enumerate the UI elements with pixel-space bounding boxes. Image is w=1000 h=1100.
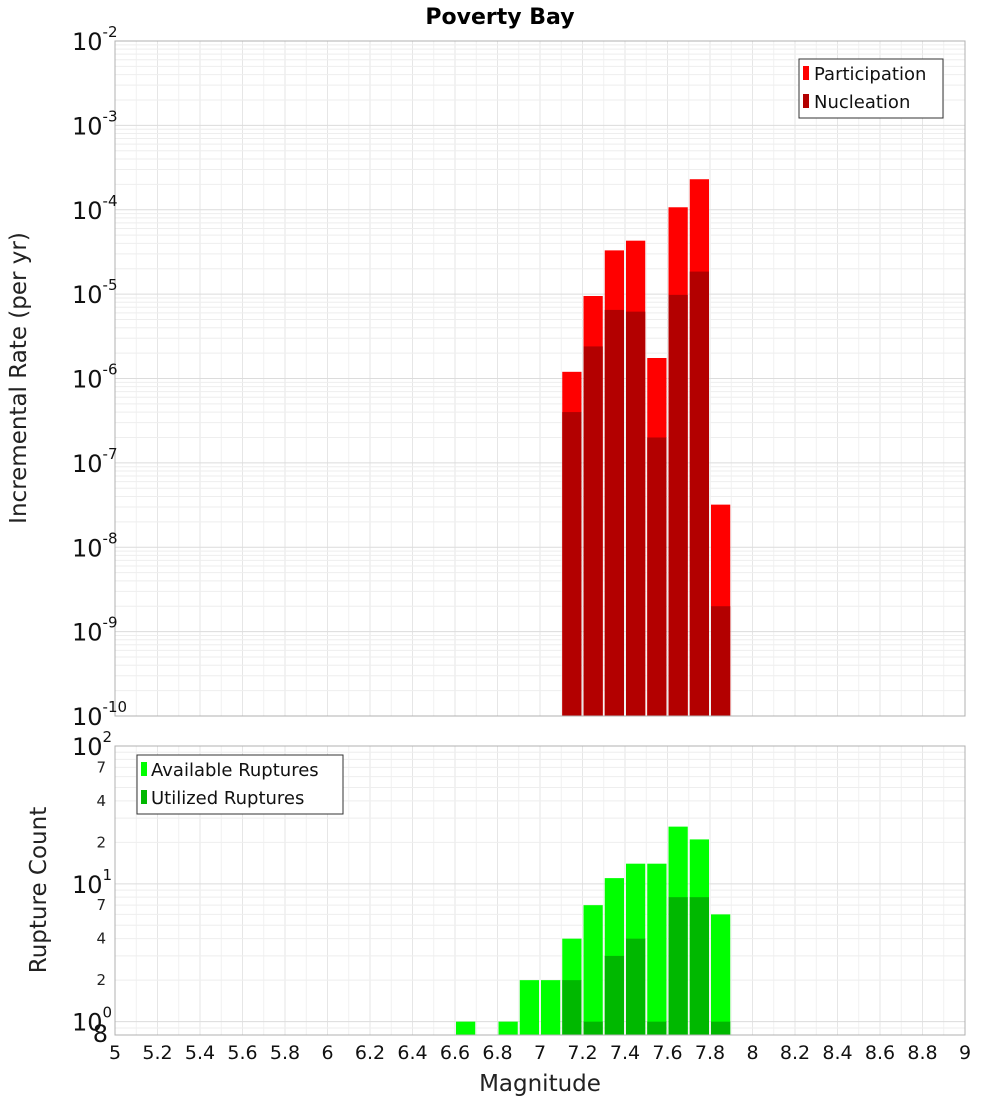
x-tick-label: 5.2 <box>142 1042 172 1064</box>
top-plot-frame <box>114 40 966 717</box>
bottom-y-minor-label: 7 <box>96 896 106 914</box>
bottom-legend-box <box>136 754 344 815</box>
legend-swatch-participation <box>803 66 809 80</box>
bottom-y-tick-label: 101 <box>72 866 112 899</box>
bottom-bars <box>456 826 731 1035</box>
top-bars <box>562 179 731 717</box>
bar-utilized-ruptures <box>647 1021 667 1035</box>
x-tick-label: 8.8 <box>907 1042 937 1064</box>
top-y-tick-label: 10-6 <box>72 361 118 394</box>
bar-utilized-ruptures <box>626 938 646 1035</box>
bar-available-ruptures <box>519 980 539 1035</box>
bar-utilized-ruptures <box>604 955 624 1035</box>
legend-label-participation: Participation <box>814 64 926 85</box>
x-tick-labels: 5 5.2 5.4 5.6 5.8 6 6.2 6.4 6.6 6.8 7 7.2 7.4 7.6 7.8 8… <box>109 1042 971 1064</box>
top-y-tick-labels: 10-2 10-3 10-4 10-5 10-6 10-7 10-8 10-9 10-10 <box>72 23 127 731</box>
bottom-plot-frame <box>114 745 966 1036</box>
top-y-tick-label: 10-8 <box>72 529 118 562</box>
bar-nucleation <box>689 271 709 716</box>
x-tick-label: 6.4 <box>397 1042 427 1064</box>
x-tick-label: 6 <box>321 1042 333 1064</box>
top-y-tick-label: 10-10 <box>72 698 127 731</box>
x-tick-label: 8.2 <box>780 1042 810 1064</box>
chart-title: Poverty Bay <box>425 5 574 30</box>
x-tick-label: 9 <box>959 1042 971 1064</box>
bar-utilized-ruptures <box>668 897 688 1035</box>
bottom-y-tick-label: 100 <box>72 1004 112 1037</box>
bar-utilized-ruptures <box>562 980 582 1035</box>
bar-nucleation <box>583 346 603 716</box>
top-y-tick-label: 10-7 <box>72 445 118 478</box>
x-tick-label: 7 <box>534 1042 546 1064</box>
bar-available-ruptures <box>498 1021 518 1035</box>
bottom-y-tick-labels: 102 101 100 7 4 2 7 4 2 8 <box>72 728 112 1048</box>
bar-utilized-ruptures <box>583 1021 603 1035</box>
x-tick-label: 7.4 <box>610 1042 640 1064</box>
x-tick-label: 5.6 <box>227 1042 257 1064</box>
bar-available-ruptures <box>583 905 603 1035</box>
bar-nucleation <box>562 412 582 716</box>
top-y-tick-label: 10-5 <box>72 276 118 309</box>
legend-swatch-nucleation <box>803 94 809 108</box>
bar-nucleation <box>647 437 667 716</box>
top-legend: Participation Nucleation <box>798 58 944 119</box>
bottom-y-minor-label: 4 <box>96 930 106 948</box>
top-y-tick-label: 10-9 <box>72 614 118 647</box>
legend-label-nucleation: Nucleation <box>814 92 910 113</box>
bar-nucleation <box>668 294 688 716</box>
bar-nucleation <box>711 606 731 716</box>
legend-swatch-available <box>141 762 147 776</box>
bottom-y-minor-label: 7 <box>96 758 106 776</box>
x-tick-label: 7.8 <box>695 1042 725 1064</box>
top-y-tick-label: 10-2 <box>72 23 118 56</box>
bottom-y-minor-label: 2 <box>96 971 106 989</box>
x-tick-label: 8 <box>746 1042 758 1064</box>
bottom-y-axis-label: Rupture Count <box>26 807 52 973</box>
x-tick-label: 8.6 <box>865 1042 895 1064</box>
top-y-tick-label: 10-3 <box>72 107 118 140</box>
top-y-tick-label: 10-4 <box>72 192 118 225</box>
top-y-axis-label: Incremental Rate (per yr) <box>6 232 32 524</box>
bottom-y-minor-label: 8 <box>93 1020 108 1048</box>
x-tick-label: 8.4 <box>822 1042 852 1064</box>
bar-available-ruptures <box>541 980 561 1035</box>
bar-available-ruptures <box>711 914 731 1035</box>
bottom-y-minor-label: 2 <box>96 833 106 851</box>
bar-utilized-ruptures <box>689 897 709 1035</box>
bottom-y-minor-label: 4 <box>96 792 106 810</box>
x-tick-label: 5.8 <box>270 1042 300 1064</box>
bottom-legend: Available Ruptures Utilized Ruptures <box>136 754 344 815</box>
x-axis-label: Magnitude <box>479 1071 601 1097</box>
x-tick-label: 5 <box>109 1042 121 1064</box>
bar-nucleation <box>604 309 624 716</box>
x-tick-label: 7.2 <box>567 1042 597 1064</box>
x-tick-label: 6.6 <box>440 1042 470 1064</box>
x-tick-label: 6.8 <box>482 1042 512 1064</box>
x-tick-label: 7.6 <box>652 1042 682 1064</box>
bar-available-ruptures <box>456 1021 476 1035</box>
x-tick-label: 6.2 <box>355 1042 385 1064</box>
legend-label-available: Available Ruptures <box>151 760 319 781</box>
bar-nucleation <box>626 311 646 716</box>
top-legend-box <box>798 58 944 119</box>
bar-available-ruptures <box>647 863 667 1035</box>
x-tick-label: 5.4 <box>185 1042 215 1064</box>
bar-utilized-ruptures <box>711 1021 731 1035</box>
legend-swatch-utilized <box>141 790 147 804</box>
legend-label-utilized: Utilized Ruptures <box>151 788 304 809</box>
bottom-y-tick-label: 102 <box>72 728 112 761</box>
top-gridlines <box>114 41 966 717</box>
